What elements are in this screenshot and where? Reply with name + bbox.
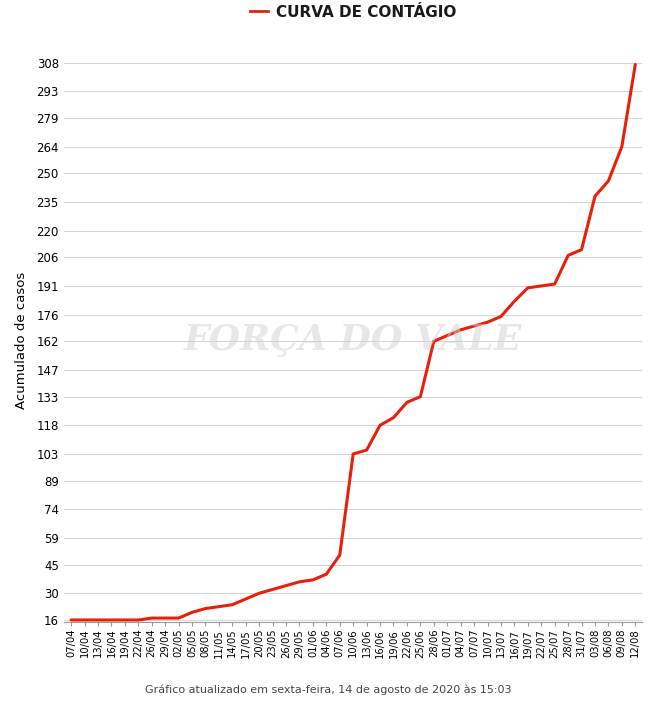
Text: Gráfico atualizado em sexta-feira, 14 de agosto de 2020 às 15:03: Gráfico atualizado em sexta-feira, 14 de… xyxy=(145,685,512,695)
Text: FORÇA DO VALE: FORÇA DO VALE xyxy=(184,324,522,358)
Legend: CURVA DE CONTÁGIO: CURVA DE CONTÁGIO xyxy=(244,0,463,26)
Y-axis label: Acumulado de casos: Acumulado de casos xyxy=(15,272,28,409)
